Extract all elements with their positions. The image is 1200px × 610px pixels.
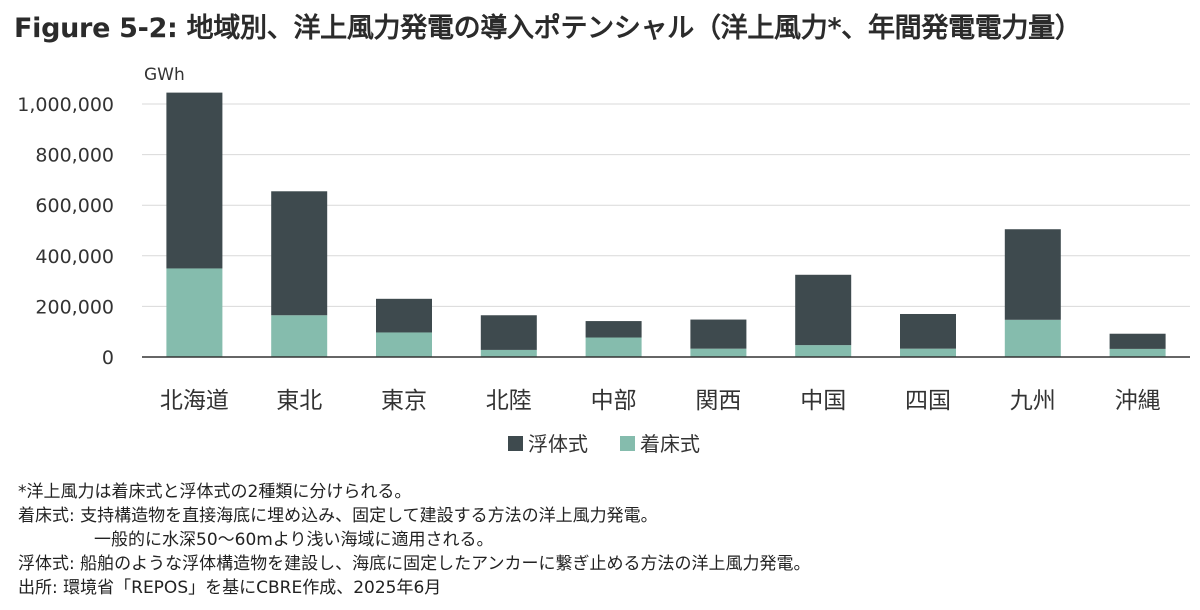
bar-fixed-bottom <box>690 348 747 357</box>
x-tick-label: 四国 <box>905 388 951 414</box>
y-tick-label: 800,000 <box>35 145 114 167</box>
footnote-fixed-bottom: 着床式: 支持構造物を直接海底に埋め込み、固定して建設する方法の洋上風力発電。 <box>18 506 658 526</box>
chart-title: Figure 5-2: 地域別、洋上風力発電の導入ポテンシャル（洋上風力*、年間… <box>14 13 1082 44</box>
bar-fixed-bottom <box>1004 319 1061 357</box>
x-tick-label: 関西 <box>695 388 741 414</box>
x-tick-label: 東北 <box>276 388 322 414</box>
y-tick-label: 600,000 <box>35 195 114 217</box>
bar-floating <box>1004 229 1061 320</box>
bar-fixed-bottom <box>795 345 852 357</box>
bar-floating <box>690 319 747 349</box>
legend-label: 浮体式 <box>528 432 588 456</box>
y-tick-label: 400,000 <box>35 246 114 268</box>
bar-fixed-bottom <box>166 268 223 357</box>
y-tick-label: 200,000 <box>35 296 114 318</box>
legend-swatch <box>620 436 635 451</box>
bar-floating <box>585 321 642 338</box>
legend-label: 着床式 <box>640 432 700 456</box>
bar-floating <box>376 298 432 333</box>
footnotes: *洋上風力は着床式と浮体式の2種類に分けられる。 着床式: 支持構造物を直接海底… <box>18 480 810 600</box>
y-axis-unit-label: GWh <box>144 65 185 85</box>
footnote-fixed-bottom-depth: 一般的に水深50〜60mより浅い海域に適用される。 <box>94 530 494 550</box>
bar-floating <box>271 191 328 316</box>
legend-swatch <box>508 436 523 451</box>
bar-fixed-bottom <box>585 337 642 357</box>
bar-fixed-bottom <box>271 315 328 357</box>
x-tick-label: 北陸 <box>486 388 532 414</box>
x-tick-label: 沖縄 <box>1115 388 1161 414</box>
footnote-definition: *洋上風力は着床式と浮体式の2種類に分けられる。 <box>18 482 412 502</box>
x-tick-label: 中部 <box>591 388 637 414</box>
x-tick-label: 九州 <box>1010 388 1056 414</box>
bar-floating <box>480 315 537 350</box>
x-tick-label: 中国 <box>800 388 846 414</box>
footnote-source: 出所: 環境省「REPOS」を基にCBRE作成、2025年6月 <box>18 578 442 598</box>
footnote-floating: 浮体式: 船舶のような浮体構造物を建設し、海底に固定したアンカーに繋ぎ止める方法… <box>18 554 811 574</box>
bar-floating <box>166 92 223 269</box>
bar-floating <box>795 274 852 346</box>
bar-fixed-bottom <box>480 349 537 357</box>
bar-floating <box>900 313 956 349</box>
stacked-bar-chart: GWh 0 200,000 400,000 600,000 800,000 1,000,00… <box>17 65 1190 456</box>
y-tick-label: 1,000,000 <box>17 94 114 116</box>
x-tick-label: 北海道 <box>160 388 229 414</box>
bar-fixed-bottom <box>1109 348 1166 357</box>
x-tick-label: 東京 <box>381 388 427 414</box>
y-tick-label: 0 <box>102 347 114 369</box>
bar-fixed-bottom <box>900 348 956 357</box>
bar-fixed-bottom <box>376 332 432 357</box>
bar-floating <box>1109 333 1166 349</box>
